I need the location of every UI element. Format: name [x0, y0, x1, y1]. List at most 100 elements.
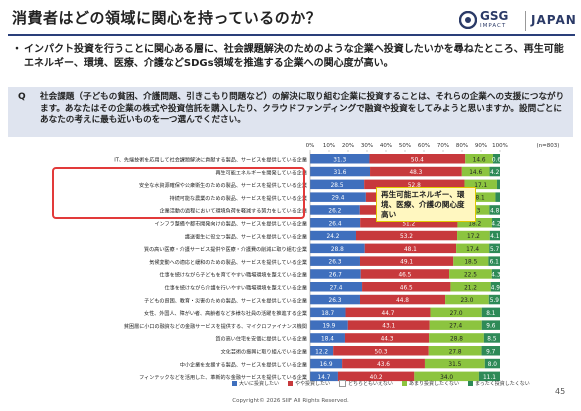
- data-label: 17.1: [474, 183, 487, 189]
- data-label: 14.6: [473, 157, 486, 163]
- bar-segment: [333, 346, 429, 356]
- bar-segment: [429, 320, 482, 330]
- bar-segment: [483, 333, 500, 343]
- bar-segment: [360, 218, 458, 228]
- bar-segment: [429, 333, 484, 343]
- data-label: 27.8: [449, 349, 462, 355]
- bar-segment: [489, 166, 500, 177]
- data-label: 21.2: [464, 285, 477, 291]
- data-label: 8.0: [488, 362, 498, 368]
- x-tick-label: 40%: [380, 143, 392, 149]
- category-label: インフラ整備や都市開発向けの製品、サービスを提供している企業: [154, 221, 307, 228]
- bar-segment: [310, 320, 348, 330]
- bar-segment: [310, 346, 334, 356]
- category-label: フィンテックなどを活用した、革新的な金融サービスを提供している企業: [139, 374, 307, 381]
- bar-segment: [310, 358, 343, 369]
- logo-region: JAPAN: [531, 13, 577, 27]
- bar-segment: [369, 154, 466, 164]
- question-label: Q: [18, 92, 26, 102]
- legend-label: あまり投資したくない: [408, 381, 459, 387]
- category-label: 持続可能な農業のための製品、サービスを提供している企業: [170, 195, 307, 202]
- bar-segment: [337, 371, 415, 382]
- gsg-logo-icon: [459, 11, 477, 29]
- logo-sub: IMPACT: [480, 23, 507, 29]
- legend-item: 大いに投資したい: [232, 380, 279, 387]
- data-label: 28.8: [450, 337, 463, 343]
- data-label: 27.4: [330, 285, 343, 291]
- data-label: 43.6: [377, 362, 390, 368]
- category-label: 企業活動の過程において環境負荷を軽減する努力をしている企業: [160, 208, 307, 215]
- data-label: 44.3: [381, 337, 394, 343]
- legend-swatch: [288, 381, 294, 386]
- category-label: 仕事を続けながら子どもを育てやすい職場環境を整えている企業: [160, 272, 307, 279]
- data-label: 18.5: [464, 260, 477, 266]
- bar-segment: [450, 282, 491, 292]
- data-label: 8.5: [487, 337, 497, 343]
- bar-segment: [488, 256, 500, 266]
- summary-bullet: ・ インパクト投資を行うことに関心ある層に、社会課題解決のためのような企業へ投資…: [12, 43, 564, 71]
- bar-segment: [489, 205, 500, 215]
- bar-segment: [347, 320, 430, 330]
- category-label: 質の高い住宅を安価に提供している企業: [215, 336, 307, 343]
- legend-swatch: [401, 381, 407, 386]
- data-label: 46.5: [400, 285, 413, 291]
- data-label: 50.4: [411, 157, 424, 163]
- bar-segment: [461, 192, 496, 202]
- data-label: 28.8: [331, 247, 344, 253]
- category-label: 貧困層に小口の融資などの金融サービスを提供する、マイクロファイナンス機関: [124, 323, 307, 330]
- bar-segment: [464, 179, 497, 190]
- data-label: 50.3: [375, 349, 388, 355]
- bar-segment: [489, 243, 500, 254]
- header-rule: [8, 34, 575, 36]
- bar-segment: [310, 307, 346, 318]
- x-tick-label: 50%: [399, 143, 411, 149]
- bar-segment: [414, 371, 479, 382]
- category-label: 護送復生に役立つ製品、サービスを提供している企業: [185, 233, 307, 240]
- legend-item: やや投資したい: [288, 380, 330, 387]
- logo-brand: GSG: [480, 9, 509, 23]
- x-tick-label: 10%: [323, 143, 335, 149]
- x-tick-label: 90%: [475, 143, 487, 149]
- data-label: 4.8: [490, 209, 500, 215]
- data-label: 31.6: [334, 170, 347, 176]
- data-label: 6.1: [490, 260, 500, 266]
- bar-segment: [310, 205, 360, 215]
- data-label: 26.3: [329, 298, 342, 304]
- data-label: 27.4: [449, 324, 462, 330]
- bar-segment: [489, 230, 500, 241]
- x-tick-label: 70%: [437, 143, 449, 149]
- x-tick-label: 30%: [361, 143, 373, 149]
- bar-segment: [481, 320, 500, 330]
- data-label: 9.6: [486, 324, 496, 330]
- x-tick-label: 80%: [456, 143, 468, 149]
- data-label: 5.9: [490, 298, 500, 304]
- data-label: 48.3: [409, 170, 422, 176]
- data-label: 40.2: [370, 375, 383, 381]
- data-label: 22.5: [464, 273, 477, 279]
- chart-legend: 大いに投資したい やや投資したい どちらともいえない あまり投資したくない まったく投資…: [232, 380, 539, 387]
- category-label: 気候変動への適応と緩和のための製品、サービスを提供している企業: [149, 259, 307, 266]
- bullet-mark: ・: [12, 44, 22, 55]
- bar-segment: [484, 358, 500, 369]
- bar-segment: [430, 307, 482, 318]
- bar-segment: [478, 371, 500, 382]
- category-label: IT、先端技術を応用して社会課題解決に貢献する製品、サービスを提供している企業: [114, 157, 307, 164]
- category-label: 再生可能エネルギーを開発している企業: [215, 169, 307, 176]
- data-label: 31.3: [333, 157, 346, 163]
- category-label: 女性、外国人、障がい者、高齢者など多様な社員の活躍を推進する企業: [144, 310, 307, 317]
- bar-segment: [344, 333, 430, 343]
- data-label: 23.0: [460, 298, 473, 304]
- logo-separator: [525, 11, 526, 31]
- bar-segment: [449, 269, 492, 279]
- data-label: 34.0: [440, 375, 453, 381]
- bar-segment: [310, 154, 370, 164]
- data-label: 4.1: [490, 234, 500, 240]
- data-label: 44.8: [396, 298, 409, 304]
- highlight-box: [52, 167, 305, 219]
- data-label: 48.1: [404, 247, 417, 253]
- data-label: 14.6: [469, 170, 482, 176]
- bar-segment: [481, 346, 500, 356]
- page-number: 45: [555, 387, 566, 396]
- summary-text: インパクト投資を行うことに関心ある層に、社会課題解決のためのような企業へ投資した…: [24, 44, 564, 69]
- data-label: 29.4: [331, 196, 344, 202]
